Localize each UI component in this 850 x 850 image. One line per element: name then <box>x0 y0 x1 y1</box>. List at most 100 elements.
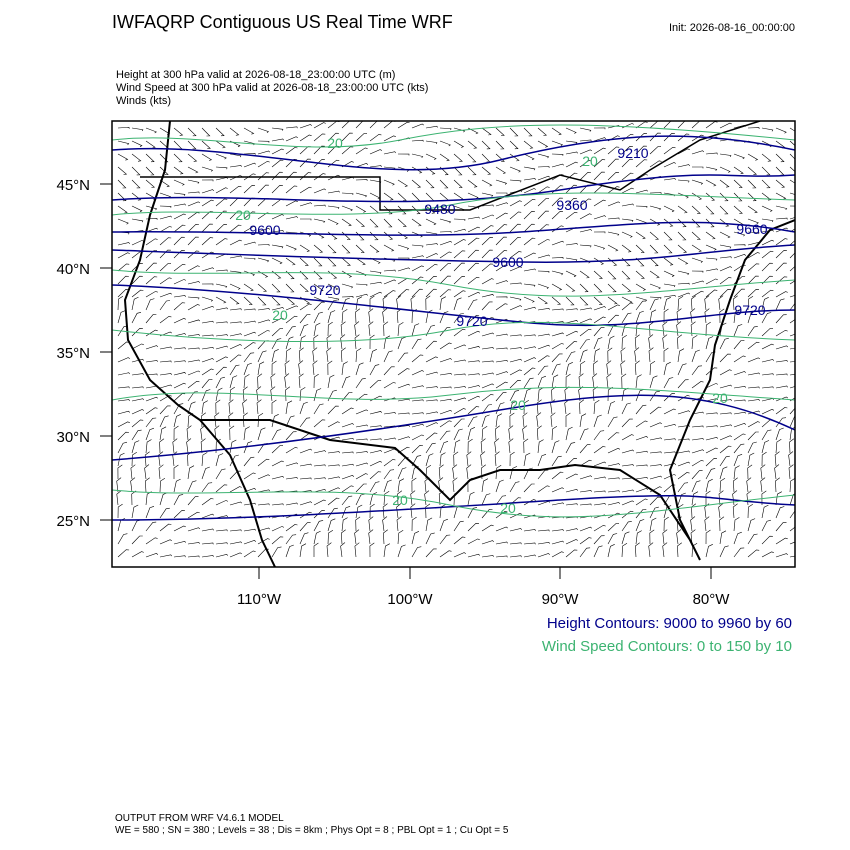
wind-barb <box>481 127 492 136</box>
wind-barb <box>663 361 671 376</box>
wind-barb <box>718 295 724 311</box>
wind-barb <box>789 166 795 172</box>
wind-barb <box>705 205 715 215</box>
wind-barb <box>341 376 351 389</box>
wind-barb <box>215 376 225 389</box>
wind-barb <box>201 140 211 149</box>
wind-barb <box>425 140 438 145</box>
wind-barb <box>705 529 711 545</box>
wind-barb <box>173 295 186 298</box>
wind-barb <box>382 295 388 311</box>
wind-barb <box>733 231 746 237</box>
wind-barb <box>397 352 409 363</box>
wind-barb <box>257 330 270 337</box>
wind-barb <box>705 398 718 402</box>
wind-barb <box>775 298 785 311</box>
wind-barb <box>635 436 648 441</box>
wind-barb <box>257 150 271 155</box>
wind-barb <box>117 431 129 441</box>
wind-barb <box>733 423 746 428</box>
wind-barb <box>747 127 760 130</box>
wind-barb <box>145 276 158 285</box>
wind-barb <box>215 283 228 288</box>
wind-barb <box>607 512 620 519</box>
wind-barb <box>789 438 795 454</box>
wind-barb <box>466 451 472 467</box>
wind-barb <box>369 134 382 142</box>
wind-barb <box>453 250 466 259</box>
wind-barb <box>131 398 144 402</box>
wind-barb <box>733 443 745 454</box>
wind-barb <box>551 211 564 220</box>
wind-barb <box>313 510 325 519</box>
wind-barb <box>228 412 234 428</box>
wind-barb <box>117 166 128 175</box>
wind-barb <box>719 218 730 227</box>
wind-barb <box>159 554 172 558</box>
wind-barb <box>271 171 283 181</box>
wind-barb <box>382 503 388 519</box>
wind-barb <box>187 296 200 300</box>
wind-barb <box>117 325 128 337</box>
wind-barb <box>453 297 462 311</box>
wind-barb <box>747 386 760 389</box>
wind-barb <box>327 190 340 194</box>
wind-barb <box>243 540 256 545</box>
wind-barb <box>747 205 758 214</box>
wind-barb <box>439 275 451 285</box>
wind-barb <box>732 477 738 493</box>
wind-barb <box>537 175 550 181</box>
wind-barb <box>313 450 326 454</box>
wind-barb <box>481 404 493 415</box>
wind-barb <box>299 448 313 454</box>
wind-barb <box>690 529 696 545</box>
wind-barb <box>691 438 704 441</box>
wind-barb <box>551 551 564 558</box>
wind-barb <box>285 200 298 207</box>
wind-barb <box>788 464 794 480</box>
wind-barb <box>579 475 593 480</box>
wind-barb <box>732 503 738 519</box>
wind-barb <box>229 486 242 493</box>
wind-barb <box>481 347 494 350</box>
wind-barb <box>201 555 214 558</box>
wind-barb <box>481 204 494 207</box>
speed-contour-label: 20 <box>500 500 516 516</box>
wind-barb <box>424 477 430 493</box>
wind-barb <box>411 412 424 415</box>
wind-barb <box>467 438 473 454</box>
wind-barb <box>243 185 256 194</box>
wind-barb <box>467 226 481 233</box>
wind-barb <box>173 494 184 506</box>
wind-barb <box>341 485 354 493</box>
wind-barb <box>145 553 159 558</box>
wind-barb <box>481 332 495 337</box>
wind-barb <box>775 153 785 163</box>
wind-barb <box>173 153 183 163</box>
wind-barb <box>215 321 228 324</box>
wind-barb <box>761 504 769 519</box>
wind-barb <box>579 328 592 337</box>
wind-barb <box>509 296 522 301</box>
wind-barb <box>579 459 592 467</box>
wind-barb <box>145 140 156 149</box>
wind-barb <box>691 365 703 376</box>
wind-barb <box>396 503 402 519</box>
wind-barb <box>565 539 578 545</box>
wind-barb <box>691 257 703 263</box>
wind-barb <box>201 223 213 233</box>
wind-barb <box>621 334 627 350</box>
wind-barb <box>620 347 626 363</box>
wind-barbs <box>116 121 795 558</box>
wind-barb <box>201 199 214 207</box>
wind-barb <box>523 483 535 493</box>
wind-barb <box>705 289 718 298</box>
wind-barb <box>453 439 461 454</box>
wind-barb <box>635 189 649 194</box>
wind-barb <box>607 231 620 236</box>
wind-barb <box>397 336 406 350</box>
wind-barb <box>536 412 542 428</box>
wind-barb <box>677 257 689 265</box>
wind-barb <box>551 140 564 147</box>
